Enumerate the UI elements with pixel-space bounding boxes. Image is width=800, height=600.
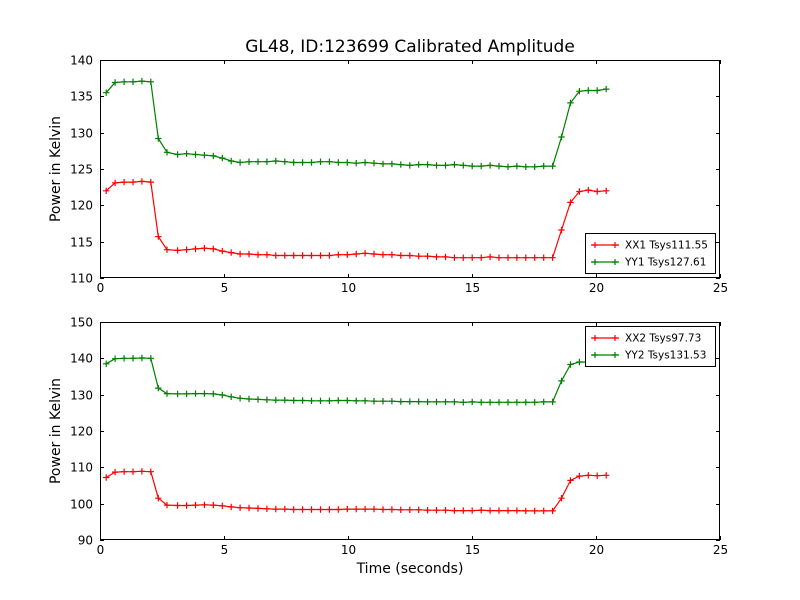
x-tick-label: 15 bbox=[465, 543, 480, 557]
x-tick-label: 0 bbox=[97, 543, 105, 557]
chart-0: 0 5 10 15 20 25 110 115 120 125 130 135 140 XX1 Tsys1… bbox=[70, 54, 728, 296]
legend-0: XX1 Tsys111.55 YY1 Tsys127.61 bbox=[585, 233, 716, 274]
bottom-chart-xlabel: Time (seconds) bbox=[356, 561, 464, 577]
series-line-yy1 bbox=[105, 80, 607, 168]
y-tick-label: 150 bbox=[70, 316, 93, 330]
legend-label: XX2 Tsys97.73 bbox=[625, 333, 701, 345]
legend-label: XX1 Tsys111.55 bbox=[625, 240, 708, 252]
x-tick-label: 5 bbox=[221, 543, 229, 557]
tick-labels-1: 0 5 10 15 20 25 90 100 110 120 130 140 150 bbox=[70, 316, 728, 558]
y-tick-label: 90 bbox=[78, 534, 93, 548]
series-line-xx1 bbox=[105, 180, 607, 259]
y-tick-label: 140 bbox=[70, 352, 93, 366]
legend-sample-marker bbox=[592, 335, 598, 341]
legend-1: XX2 Tsys97.73 YY2 Tsys131.53 bbox=[585, 326, 716, 367]
x-tick-label: 10 bbox=[341, 281, 356, 295]
series-line-yy2 bbox=[105, 357, 607, 403]
ticks-1 bbox=[100, 322, 721, 541]
x-tick-label: 0 bbox=[97, 281, 105, 295]
x-tick-label: 20 bbox=[589, 543, 604, 557]
y-tick-label: 125 bbox=[70, 163, 93, 177]
y-tick-label: 130 bbox=[70, 389, 93, 403]
y-tick-label: 115 bbox=[70, 236, 93, 250]
legend-box bbox=[585, 233, 716, 274]
x-tick-label: 20 bbox=[589, 281, 604, 295]
series-markers-yy1 bbox=[103, 77, 610, 170]
ticks-0 bbox=[100, 60, 721, 279]
legend-sample-marker bbox=[592, 352, 598, 358]
y-tick-label: 130 bbox=[70, 127, 93, 141]
chart-title: GL48, ID:123699 Calibrated Amplitude bbox=[245, 37, 575, 57]
series-markers-xx2 bbox=[103, 468, 610, 515]
series-markers-yy2 bbox=[103, 354, 610, 406]
legend-label: YY1 Tsys127.61 bbox=[624, 257, 706, 269]
y-tick-label: 100 bbox=[70, 498, 93, 512]
legend-sample-marker bbox=[612, 242, 618, 248]
legend-sample-marker bbox=[612, 352, 618, 358]
chart-1: 0 5 10 15 20 25 90 100 110 120 130 140 150 XX2 Tsys97… bbox=[70, 316, 728, 558]
y-tick-label: 120 bbox=[70, 425, 93, 439]
legend-label: YY2 Tsys131.53 bbox=[624, 350, 706, 362]
x-tick-label: 5 bbox=[221, 281, 229, 295]
legend-sample-marker bbox=[612, 259, 618, 265]
legend-sample-marker bbox=[592, 242, 598, 248]
y-tick-label: 120 bbox=[70, 199, 93, 213]
legend-sample-marker bbox=[592, 259, 598, 265]
y-tick-label: 110 bbox=[70, 461, 93, 475]
series-line-xx2 bbox=[105, 470, 607, 512]
x-tick-label: 25 bbox=[713, 281, 728, 295]
legend-sample-marker bbox=[612, 335, 618, 341]
plot-area-0 bbox=[103, 77, 610, 261]
x-tick-label: 25 bbox=[713, 543, 728, 557]
y-tick-label: 110 bbox=[70, 272, 93, 286]
legend-box bbox=[585, 326, 716, 367]
y-tick-label: 135 bbox=[70, 90, 93, 104]
series-markers-xx1 bbox=[103, 178, 610, 261]
x-tick-label: 15 bbox=[465, 281, 480, 295]
top-chart-ylabel: Power in Kelvin bbox=[48, 115, 64, 223]
x-tick-label: 10 bbox=[341, 543, 356, 557]
bottom-chart-ylabel: Power in Kelvin bbox=[48, 377, 64, 485]
tick-labels-0: 0 5 10 15 20 25 110 115 120 125 130 135 140 bbox=[70, 54, 728, 296]
y-tick-label: 140 bbox=[70, 54, 93, 68]
plot-area-1 bbox=[103, 354, 610, 515]
